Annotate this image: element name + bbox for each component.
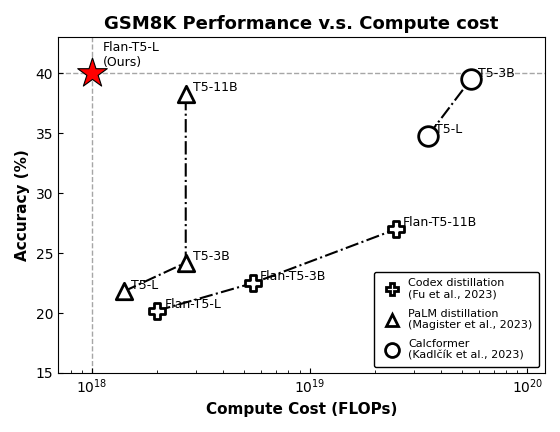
Point	[119, 288, 128, 295]
Legend: Codex distillation
(Fu et al., 2023), PaLM distillation
(Magister et al., 2023),: Codex distillation (Fu et al., 2023), Pa…	[374, 272, 539, 368]
Text: T5-3B: T5-3B	[478, 67, 515, 79]
Y-axis label: Accuracy (%): Accuracy (%)	[15, 149, 30, 261]
Text: Flan-T5-11B: Flan-T5-11B	[403, 216, 478, 229]
Point	[423, 132, 432, 139]
Point	[392, 226, 401, 232]
Text: Flan-T5-3B: Flan-T5-3B	[260, 270, 326, 283]
Point	[466, 76, 475, 83]
Title: GSM8K Performance v.s. Compute cost: GSM8K Performance v.s. Compute cost	[104, 15, 498, 33]
Text: T5-L: T5-L	[130, 279, 158, 292]
Text: T5-11B: T5-11B	[193, 81, 237, 94]
Text: Flan-T5-L
(Ours): Flan-T5-L (Ours)	[103, 41, 160, 70]
Point	[249, 280, 258, 286]
Text: Flan-T5-L: Flan-T5-L	[164, 298, 221, 311]
Point	[181, 259, 190, 266]
Text: T5-L: T5-L	[435, 123, 463, 136]
Point	[181, 90, 190, 97]
Point	[87, 70, 96, 77]
Text: T5-3B: T5-3B	[193, 250, 230, 263]
Point	[153, 307, 162, 314]
X-axis label: Compute Cost (FLOPs): Compute Cost (FLOPs)	[206, 402, 397, 417]
